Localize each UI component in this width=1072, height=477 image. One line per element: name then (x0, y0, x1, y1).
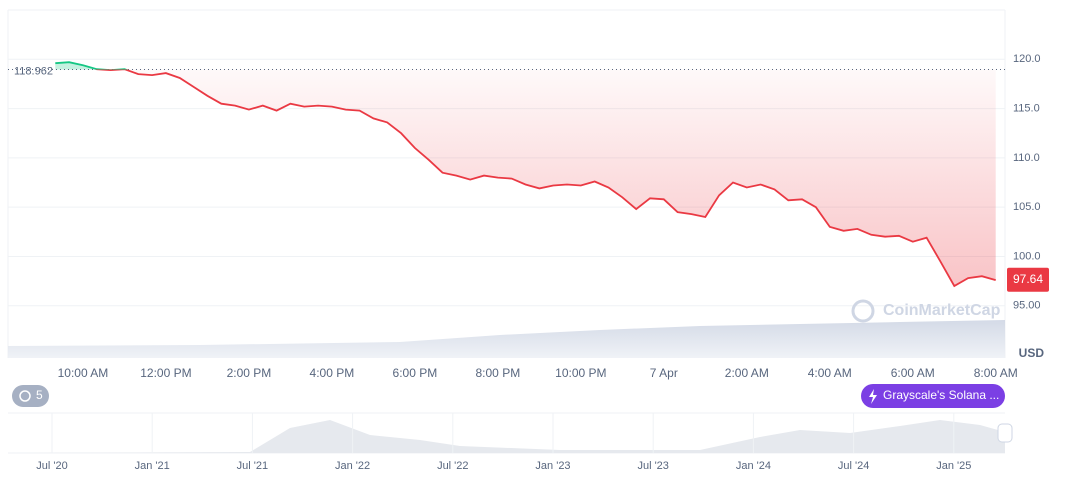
navigator-label: Jul '22 (437, 460, 468, 472)
watermark: CoinMarketCap (851, 299, 1001, 323)
price-tag-label: 97.64 (1013, 272, 1043, 286)
navigator-label: Jul '23 (637, 460, 668, 472)
x-tick-label: 2:00 AM (725, 366, 769, 380)
x-tick-label: 4:00 AM (808, 366, 852, 380)
navigator-area (8, 420, 1005, 453)
navigator-label: Jan '25 (936, 460, 971, 472)
line-down (94, 69, 996, 288)
navigator-label: Jul '24 (838, 460, 869, 472)
x-tick-label: 12:00 PM (140, 366, 191, 380)
plot (8, 58, 1005, 307)
badge[interactable]: 5 (12, 385, 49, 407)
x-tick-label: 6:00 AM (891, 366, 935, 380)
navigator-label: Jul '20 (36, 460, 67, 472)
navigator-label: Jan '21 (135, 460, 170, 472)
event-badge[interactable]: Grayscale's Solana ... (861, 384, 1005, 408)
x-tick-label: 8:00 AM (974, 366, 1018, 380)
x-tick-label: 7 Apr (650, 366, 678, 380)
navigator-label: Jul '21 (237, 460, 268, 472)
x-tick-label: 2:00 PM (227, 366, 272, 380)
event-label: Grayscale's Solana ... (883, 388, 999, 402)
x-tick-label: 4:00 PM (310, 366, 355, 380)
y-tick-label: 120.0 (1013, 53, 1041, 65)
x-tick-label: 10:00 AM (58, 366, 109, 380)
volume-area (8, 320, 1005, 358)
navigator-labels: Jul '20 Jan '21 Jul '21 Jan '22 Jul '22 Jan '… (36, 413, 971, 472)
area-above (55, 62, 126, 70)
navigator-label: Jan '23 (535, 460, 570, 472)
x-tick-label: 6:00 PM (393, 366, 438, 380)
y-tick-label: 105.0 (1013, 201, 1041, 213)
price-tag (1007, 267, 1049, 292)
navigator-label: Jan '22 (335, 460, 370, 472)
y-axis-label: USD (1019, 346, 1045, 360)
area-below (55, 69, 996, 286)
navigator-label: Jan '24 (736, 460, 771, 472)
reference-label: 118.962 (14, 65, 53, 77)
y-tick-label: 100.0 (1013, 250, 1041, 262)
x-tick-label: 8:00 PM (476, 366, 521, 380)
watermark-text: CoinMarketCap (883, 302, 1001, 319)
badge-text: 5 (36, 388, 43, 402)
y-tick-label: 115.0 (1013, 102, 1040, 114)
y-tick-label: 95.00 (1013, 300, 1041, 312)
x-tick-label: 10:00 PM (555, 366, 606, 380)
y-tick-label: 110.0 (1013, 152, 1040, 164)
navigator-handle[interactable] (997, 423, 1013, 443)
